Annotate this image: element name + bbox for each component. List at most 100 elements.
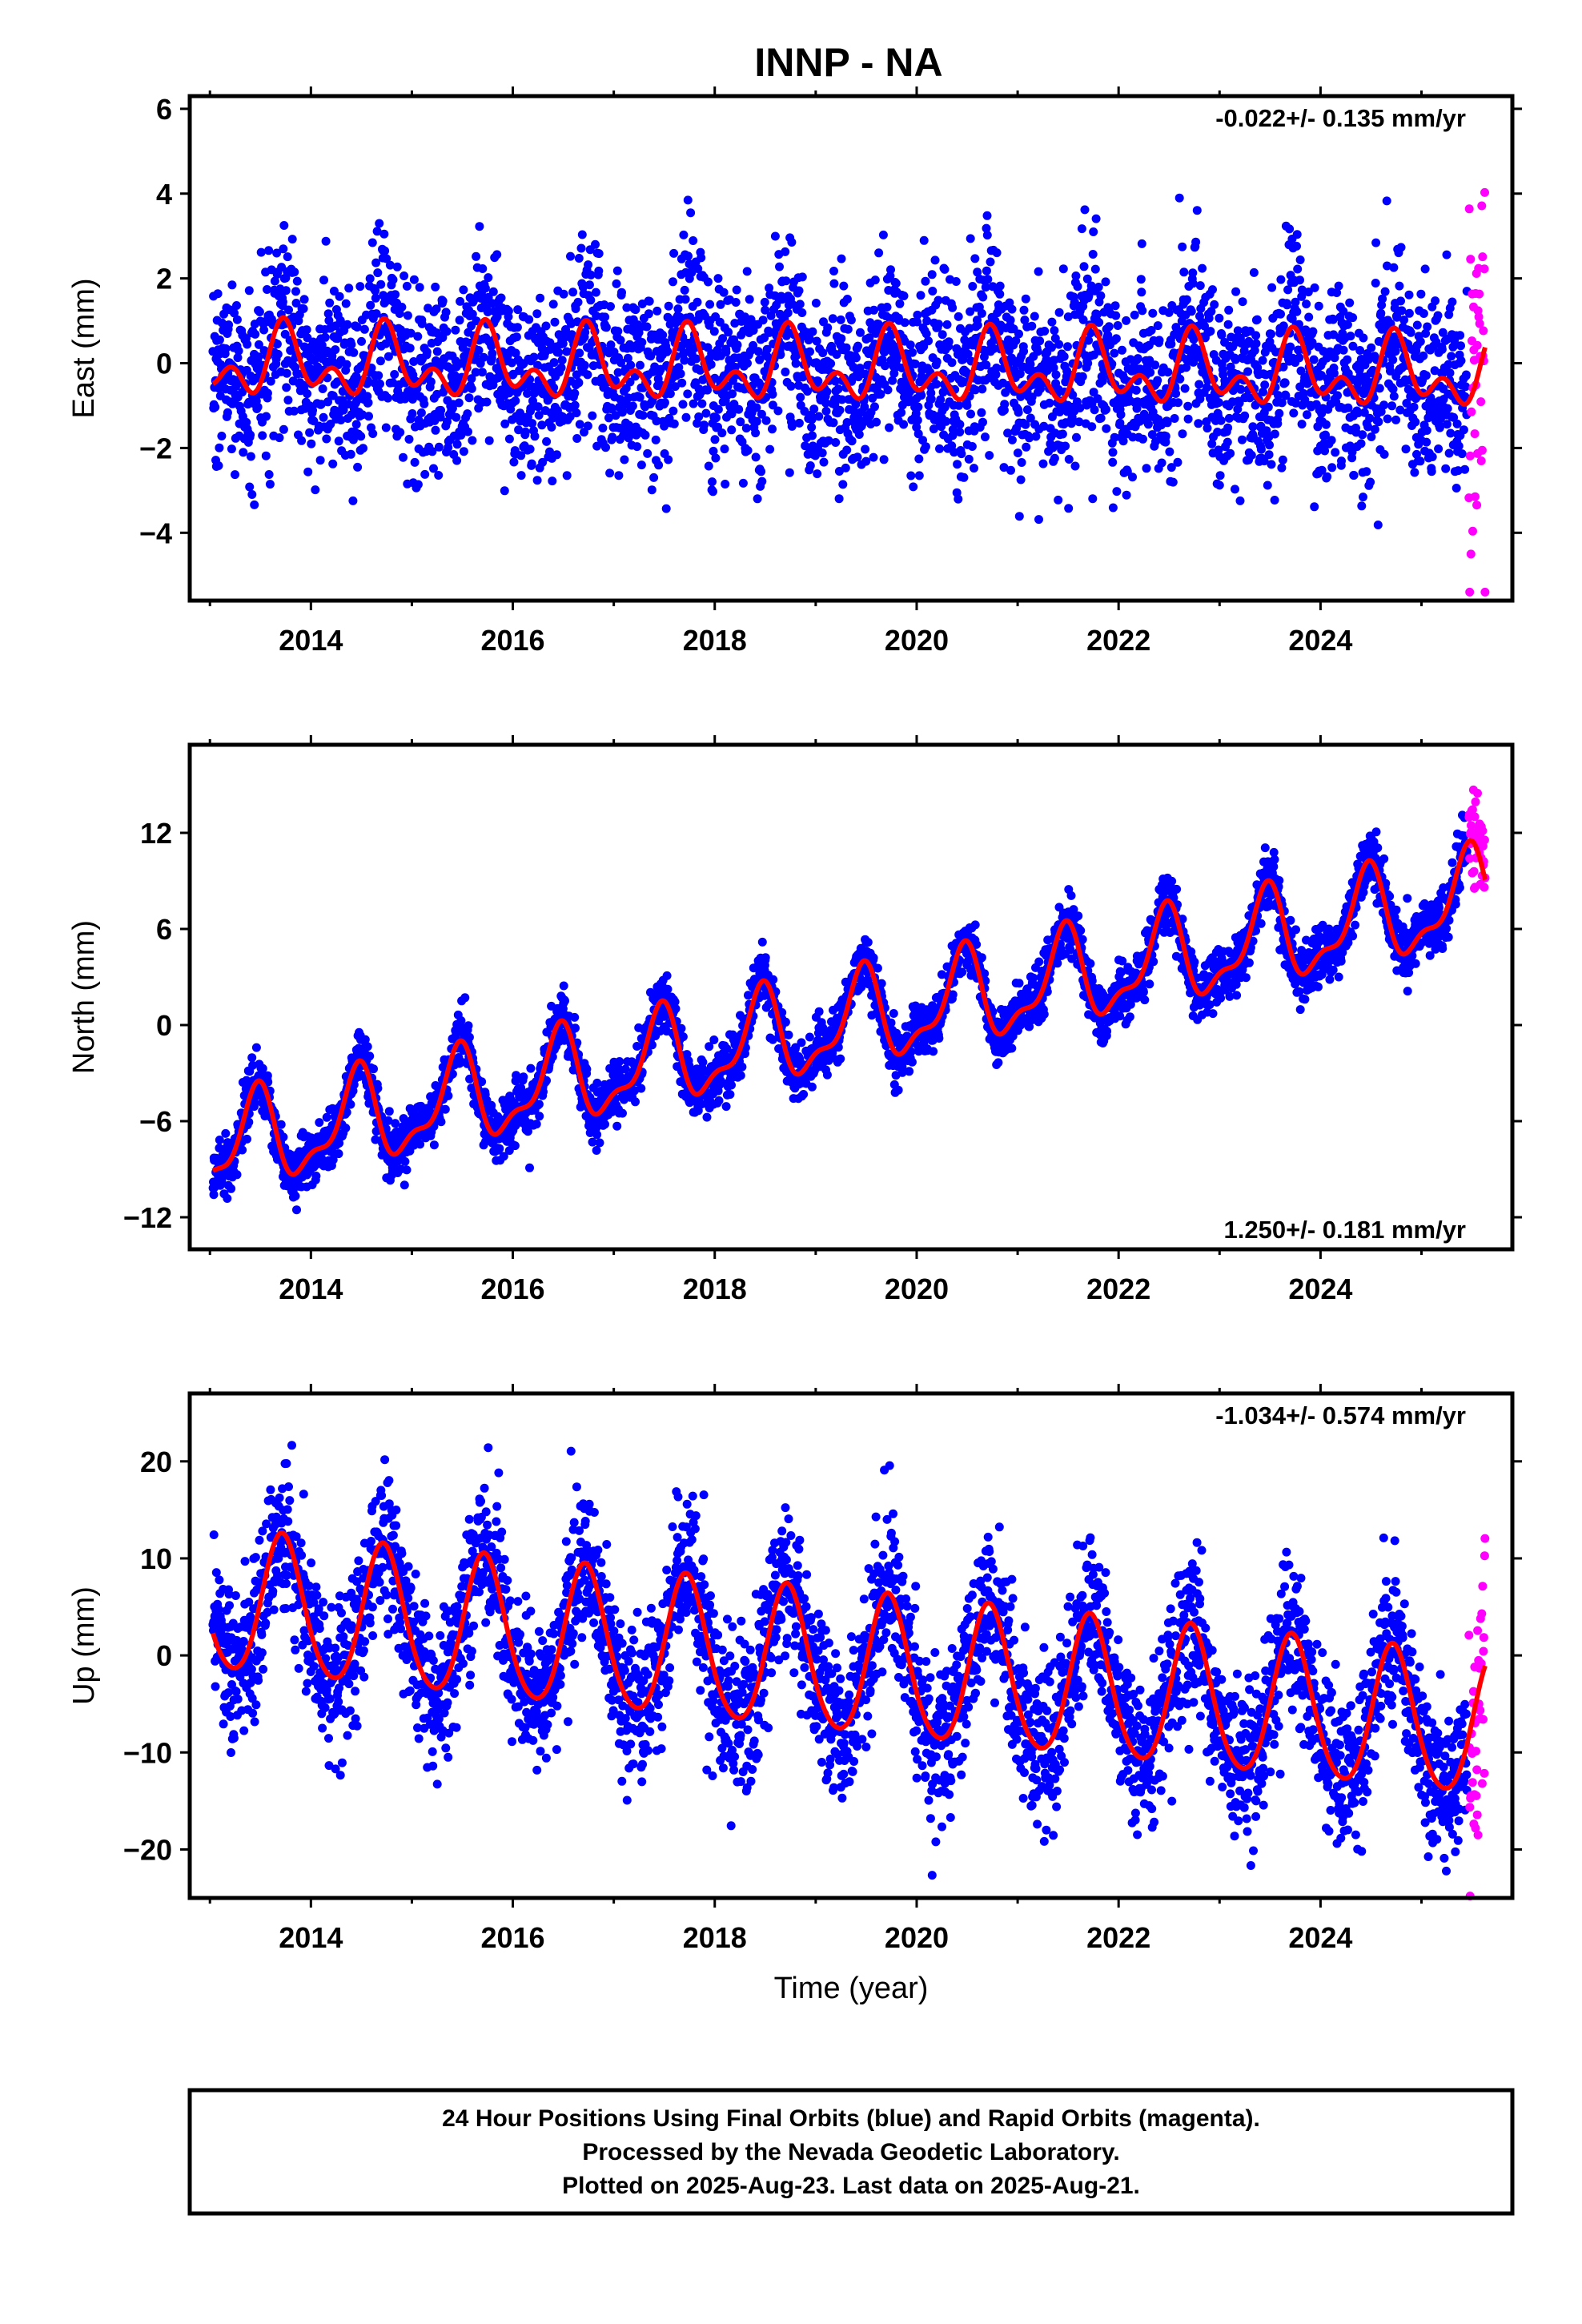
east-final-orbit-point [305,428,315,437]
east-final-orbit-point [254,340,263,349]
north-final-orbit-point [464,1032,474,1042]
east-final-orbit-point [833,384,843,394]
east-final-orbit-point [1349,471,1359,480]
east-final-orbit-point [709,487,717,497]
east-final-orbit-point [652,306,662,316]
north-final-orbit-point [238,1145,247,1155]
east-final-orbit-point [837,334,846,344]
east-final-orbit-point [464,393,474,403]
east-final-orbit-point [220,376,230,384]
east-final-orbit-point [459,447,468,456]
east-final-orbit-point [938,330,947,340]
east-final-orbit-point [371,309,381,319]
east-final-orbit-point [673,304,683,314]
east-final-orbit-point [1102,424,1111,433]
east-final-orbit-point [1072,432,1081,442]
east-final-orbit-point [1088,250,1098,259]
east-final-orbit-point [287,235,297,244]
east-final-orbit-point [1427,452,1437,461]
east-final-orbit-point [742,267,752,276]
east-final-orbit-point [1238,435,1247,444]
east-final-orbit-point [613,327,623,336]
east-final-orbit-point [572,408,581,418]
east-final-orbit-point [966,409,975,419]
east-final-orbit-point [1116,410,1126,420]
east-final-orbit-point [846,316,856,325]
east-final-orbit-point [382,254,391,263]
east-final-orbit-point [1022,405,1032,415]
north-final-orbit-point [251,1043,261,1052]
east-final-orbit-point [1188,268,1198,278]
east-final-orbit-point [1016,475,1026,485]
east-final-orbit-point [705,300,715,309]
east-final-orbit-point [329,287,339,296]
east-final-orbit-point [256,247,266,257]
east-final-orbit-point [885,423,894,432]
east-final-orbit-point [215,335,224,344]
east-final-orbit-point [413,480,423,489]
east-final-orbit-point [263,388,272,398]
east-final-orbit-point [1415,337,1425,346]
east-final-orbit-point [1337,456,1346,466]
east-final-orbit-point [797,272,807,282]
east-final-orbit-point [334,436,343,446]
east-final-orbit-point [978,292,988,302]
east-final-orbit-point [916,291,926,300]
east-final-orbit-point [803,387,812,396]
east-final-orbit-point [509,457,519,467]
east-final-orbit-point [1442,420,1452,429]
east-final-orbit-point [728,389,737,399]
east-final-orbit-point [1080,205,1090,215]
east-final-orbit-point [452,412,461,422]
east-final-orbit-point [1040,327,1050,336]
east-rapid-orbit-point [1480,264,1489,274]
east-final-orbit-point [794,418,804,428]
east-final-orbit-point [677,378,687,388]
east-final-orbit-point [851,353,861,363]
east-final-orbit-point [708,477,717,487]
east-final-orbit-point [813,469,822,479]
east-final-orbit-point [1310,502,1319,512]
north-final-orbit-point [232,1170,242,1180]
east-final-orbit-point [796,392,805,402]
east-final-orbit-point [1136,275,1146,284]
east-final-orbit-point [416,408,426,417]
east-final-orbit-point [380,246,390,255]
east-final-orbit-point [452,456,462,465]
east-final-orbit-point [1277,463,1287,472]
east-final-orbit-point [1295,255,1305,264]
east-final-orbit-point [1456,331,1465,340]
east-final-orbit-point [843,324,853,334]
east-final-orbit-point [1173,457,1182,467]
east-final-orbit-point [1279,321,1288,331]
east-final-orbit-point [966,234,975,243]
east-final-orbit-point [823,323,833,332]
east-final-orbit-point [1104,322,1114,332]
east-final-orbit-point [533,402,543,412]
east-final-orbit-point [286,346,295,356]
east-final-orbit-point [1128,472,1137,482]
east-final-orbit-point [227,444,236,454]
east-final-orbit-point [686,208,696,218]
east-y-tick-label: 4 [156,178,172,211]
east-final-orbit-point [765,444,775,454]
east-final-orbit-point [1348,313,1358,323]
east-final-orbit-point [477,368,487,377]
east-final-orbit-point [724,328,733,337]
east-final-orbit-point [1087,422,1097,432]
east-final-orbit-point [409,275,419,284]
east-final-orbit-point [1170,414,1179,423]
east-final-orbit-point [761,416,771,425]
east-final-orbit-point [1460,464,1470,474]
east-final-orbit-point [1373,521,1383,529]
east-final-orbit-point [741,424,751,433]
east-rapid-orbit-point [1468,526,1477,536]
east-final-orbit-point [1058,264,1068,274]
east-rapid-orbit-point [1480,187,1489,197]
east-final-orbit-point [478,264,488,273]
east-final-orbit-point [1186,307,1196,316]
east-final-orbit-point [537,420,547,430]
east-final-orbit-point [488,287,498,296]
east-final-orbit-point [770,231,780,241]
